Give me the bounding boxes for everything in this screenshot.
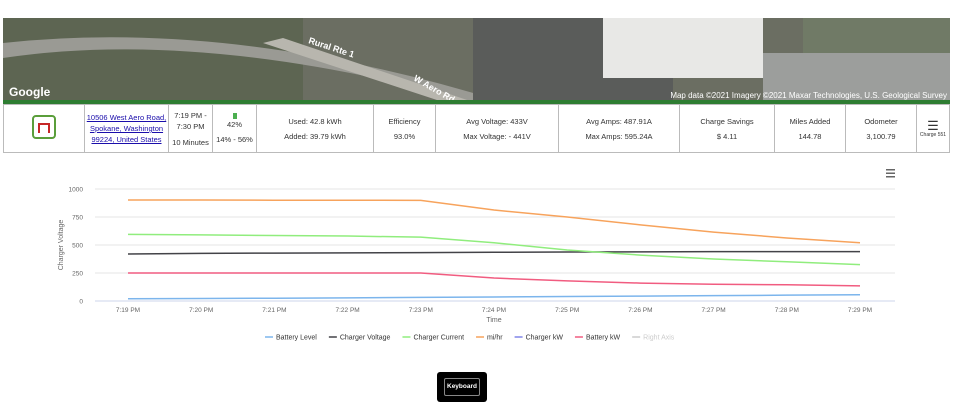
series-line: [128, 272, 861, 287]
used: Used: 42.8 kWh: [288, 116, 342, 126]
efficiency-cell: Efficiency 93.0%: [373, 104, 436, 153]
legend-label: Battery kW: [586, 335, 621, 342]
energy-cell: Used: 42.8 kWh Added: 39.79 kWh: [256, 104, 374, 153]
y-axis-label: Charger Voltage: [58, 220, 65, 271]
value: 3,100.79: [866, 131, 896, 141]
keyboard-panel: Keyboard: [437, 372, 487, 402]
x-axis-label: Time: [486, 317, 501, 324]
x-tick-label: 7:24 PM: [482, 307, 506, 314]
charger-icon: [3, 104, 85, 153]
battery-range: 14% - 56%: [216, 134, 253, 144]
series-line: [127, 250, 860, 255]
menu-cell[interactable]: ☰ Charge 551: [916, 104, 950, 153]
value: 144.78: [798, 131, 822, 141]
label: Efficiency: [388, 116, 421, 126]
address-link[interactable]: 10506 West Aero Road, Spokane, Washingto…: [86, 113, 167, 144]
voltage-cell: Avg Voltage: 433V Max Voltage: - 441V: [435, 104, 559, 153]
chart-menu[interactable]: [886, 169, 895, 178]
map-logo: Google: [9, 85, 51, 99]
chart: Charger Voltage Time 0 250 500 750 1000 7:19 …: [58, 169, 895, 342]
time-cell: 7:19 PM - 7:30 PM 10 Minutes: [168, 104, 213, 153]
x-tick-label: 7:28 PM: [775, 307, 799, 314]
label: Miles Added: [789, 116, 831, 126]
x-tick-label: 7:19 PM: [116, 307, 140, 314]
label: Charge Savings: [700, 116, 754, 126]
session-table: 10506 West Aero Road, Spokane, Washingto…: [3, 104, 950, 153]
miles-cell: Miles Added 144.78: [774, 104, 846, 153]
x-tick-label: 7:27 PM: [701, 307, 725, 314]
x-tick-label: 7:20 PM: [189, 307, 213, 314]
series-line: [128, 199, 861, 244]
duration: 10 Minutes: [172, 137, 209, 147]
y-tick-label: 0: [79, 299, 83, 306]
legend-label: Battery Level: [276, 335, 317, 342]
menu-label: Charge 551: [919, 132, 947, 138]
max-amps: Max Amps: 595.24A: [585, 131, 653, 141]
x-tick-label: 7:23 PM: [409, 307, 433, 314]
legend-label: Charger kW: [526, 335, 564, 342]
x-tick-label: 7:26 PM: [628, 307, 652, 314]
max-voltage: Max Voltage: - 441V: [463, 131, 531, 141]
legend-label: mi/hr: [487, 335, 503, 342]
value: $ 4.11: [716, 131, 738, 141]
added: Added: 39.79 kWh: [284, 131, 346, 141]
y-tick-label: 250: [72, 271, 83, 278]
amps-cell: Avg Amps: 487.91A Max Amps: 595.24A: [558, 104, 680, 153]
y-tick-label: 500: [72, 243, 83, 250]
map-attribution: Map data ©2021 Imagery ©2021 Maxar Techn…: [670, 91, 947, 100]
battery: 42%: [226, 119, 242, 129]
avg-voltage: Avg Voltage: 433V: [466, 116, 528, 126]
y-tick-label: 750: [72, 215, 83, 222]
map: Google Rural Rte 1 W Aero Rd Map data ©2…: [3, 18, 950, 102]
x-tick-label: 7:25 PM: [555, 307, 579, 314]
legend-label: Right Axis: [643, 335, 675, 342]
value: 93.0%: [393, 131, 416, 141]
divider: [3, 100, 950, 104]
label: Odometer: [864, 116, 898, 126]
x-tick-label: 7:22 PM: [335, 307, 359, 314]
avg-amps: Avg Amps: 487.91A: [586, 116, 652, 126]
x-tick-label: 7:21 PM: [262, 307, 286, 314]
keyboard-button[interactable]: Keyboard: [444, 378, 480, 396]
legend-label: Charger Current: [413, 335, 464, 342]
odometer-cell: Odometer 3,100.79: [845, 104, 917, 153]
x-tick-label: 7:29 PM: [848, 307, 872, 314]
time-range: 7:19 PM - 7:30 PM: [174, 110, 207, 131]
battery-cell: 42% 14% - 56%: [212, 104, 257, 153]
savings-cell: Charge Savings $ 4.11: [679, 104, 775, 153]
y-tick-label: 1000: [69, 187, 84, 194]
series-line: [127, 233, 861, 266]
legend-label: Charger Voltage: [340, 335, 391, 342]
series-line: [127, 293, 861, 300]
